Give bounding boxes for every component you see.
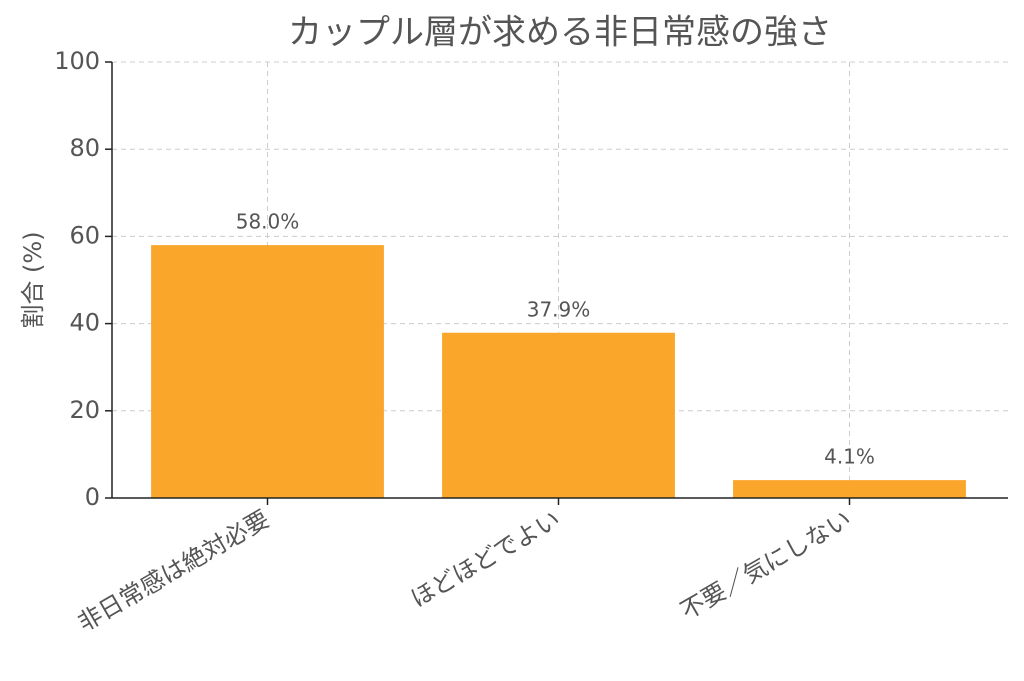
y-tick-label: 0	[85, 483, 100, 511]
y-tick-label: 20	[69, 396, 100, 424]
value-label: 4.1%	[824, 445, 875, 469]
value-label: 58.0%	[236, 210, 300, 234]
bar	[442, 332, 675, 498]
y-tick-label: 80	[69, 134, 100, 162]
y-tick-label: 60	[69, 221, 100, 249]
y-tick-label: 100	[54, 47, 100, 75]
y-tick-label: 40	[69, 309, 100, 337]
bar	[151, 245, 384, 498]
bar	[733, 480, 966, 498]
x-tick-label: 非日常感は絶対必要	[73, 505, 274, 637]
x-tick-label: 不要／気にしない	[676, 505, 856, 625]
x-tick-label: ほどほどでよい	[406, 505, 565, 613]
y-axis-label: 割合 (%)	[19, 231, 47, 328]
value-label: 37.9%	[527, 297, 591, 321]
chart-title: カップル層が求める非日常感の強さ	[288, 13, 832, 53]
